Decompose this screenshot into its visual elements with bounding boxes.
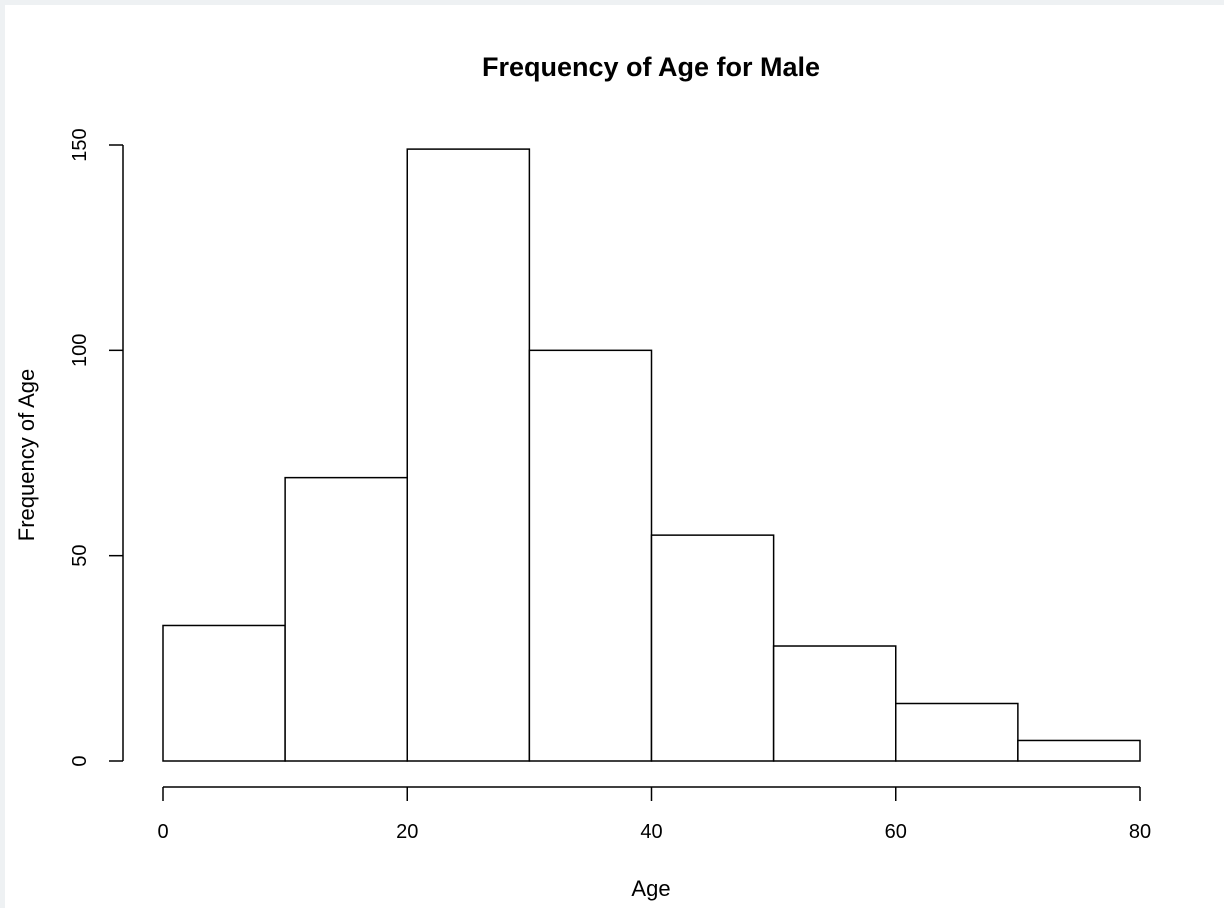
y-axis-label: Frequency of Age (14, 369, 39, 541)
y-tick-label-0: 0 (69, 755, 91, 766)
y-tick-label-100: 100 (69, 334, 91, 367)
bar-30-40 (528, 349, 653, 762)
chart-title: Frequency of Age for Male (482, 52, 820, 82)
y-tick-label-50: 50 (69, 545, 91, 567)
y-axis: 0 50 100 150 (69, 128, 124, 767)
x-axis-label: Age (631, 876, 670, 901)
x-axis: 0 20 40 60 80 (157, 786, 1151, 843)
bar-20-30 (406, 148, 531, 762)
x-tick-label-40: 40 (640, 821, 662, 843)
bar-10-20 (284, 476, 408, 762)
y-tick-label-150: 150 (69, 128, 91, 161)
bars-group (162, 148, 1141, 762)
x-tick-label-60: 60 (885, 821, 907, 843)
bar-0-10 (162, 624, 286, 762)
bar-70-80 (1017, 739, 1141, 762)
x-tick-label-0: 0 (157, 821, 168, 843)
x-tick-label-20: 20 (396, 821, 418, 843)
x-tick-label-80: 80 (1129, 821, 1151, 843)
bar-60-70 (895, 702, 1019, 762)
bar-40-50 (650, 534, 775, 762)
bar-50-60 (772, 645, 897, 762)
